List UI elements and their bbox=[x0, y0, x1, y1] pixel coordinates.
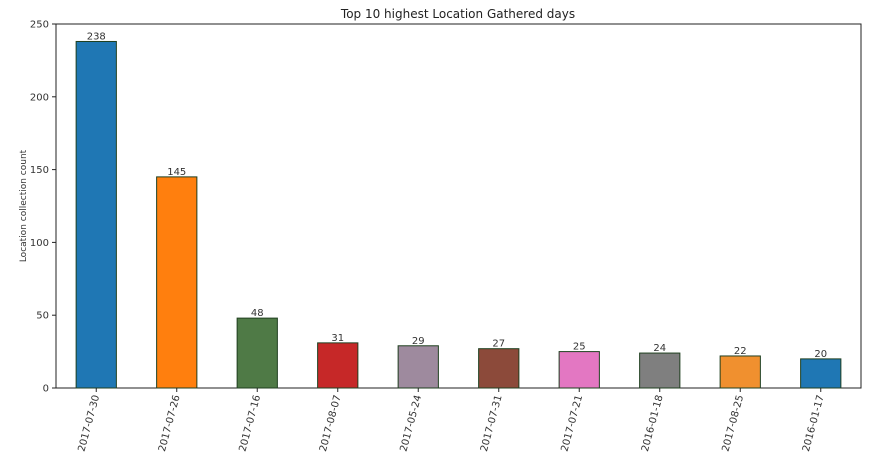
x-tick-label: 2017-08-25 bbox=[720, 394, 746, 453]
bar bbox=[719, 355, 761, 389]
chart-title: Top 10 highest Location Gathered days bbox=[340, 7, 575, 21]
x-tick-label: 2017-08-07 bbox=[318, 394, 344, 453]
x-tick-label: 2016-01-17 bbox=[801, 394, 827, 453]
bar bbox=[75, 40, 117, 389]
bar bbox=[236, 317, 278, 389]
x-tick-label: 2017-07-26 bbox=[157, 394, 183, 453]
x-tick-label: 2017-07-16 bbox=[237, 394, 263, 453]
x-tick-label: 2017-07-21 bbox=[559, 394, 585, 453]
data-label: 145 bbox=[167, 167, 186, 178]
bar bbox=[317, 342, 359, 389]
bar bbox=[639, 352, 681, 389]
bar bbox=[478, 348, 520, 389]
bar bbox=[156, 176, 198, 389]
x-tick-label: 2017-07-31 bbox=[479, 394, 505, 453]
x-tick-label: 2017-05-24 bbox=[398, 394, 424, 453]
data-label: 238 bbox=[87, 31, 106, 42]
y-tick-label: 150 bbox=[30, 165, 49, 176]
data-label: 25 bbox=[573, 342, 586, 353]
bar bbox=[800, 358, 842, 389]
bars: 238 145 48 31 29 27 25 24 22 20 bbox=[75, 31, 842, 389]
y-tick-label: 50 bbox=[36, 311, 49, 322]
y-axis: 0 50 100 150 200 250 bbox=[30, 20, 56, 395]
data-label: 20 bbox=[814, 349, 827, 360]
data-label: 48 bbox=[251, 308, 264, 319]
data-label: 27 bbox=[492, 339, 505, 350]
data-label: 31 bbox=[331, 333, 344, 344]
data-label: 22 bbox=[734, 346, 747, 357]
x-tick-label: 2016-01-18 bbox=[640, 394, 666, 453]
y-tick-label: 100 bbox=[30, 238, 49, 249]
data-label: 29 bbox=[412, 336, 425, 347]
data-label: 24 bbox=[653, 343, 666, 354]
y-tick-label: 250 bbox=[30, 20, 49, 31]
x-axis: 2017-07-30 2017-07-26 2017-07-16 2017-08-07… bbox=[76, 388, 827, 453]
x-tick-label: 2017-07-30 bbox=[76, 394, 102, 453]
y-tick-label: 200 bbox=[30, 92, 49, 103]
y-axis-label: Location collection count bbox=[19, 149, 29, 262]
bar bbox=[397, 345, 439, 389]
y-tick-label: 0 bbox=[43, 384, 49, 395]
bar bbox=[558, 351, 600, 389]
